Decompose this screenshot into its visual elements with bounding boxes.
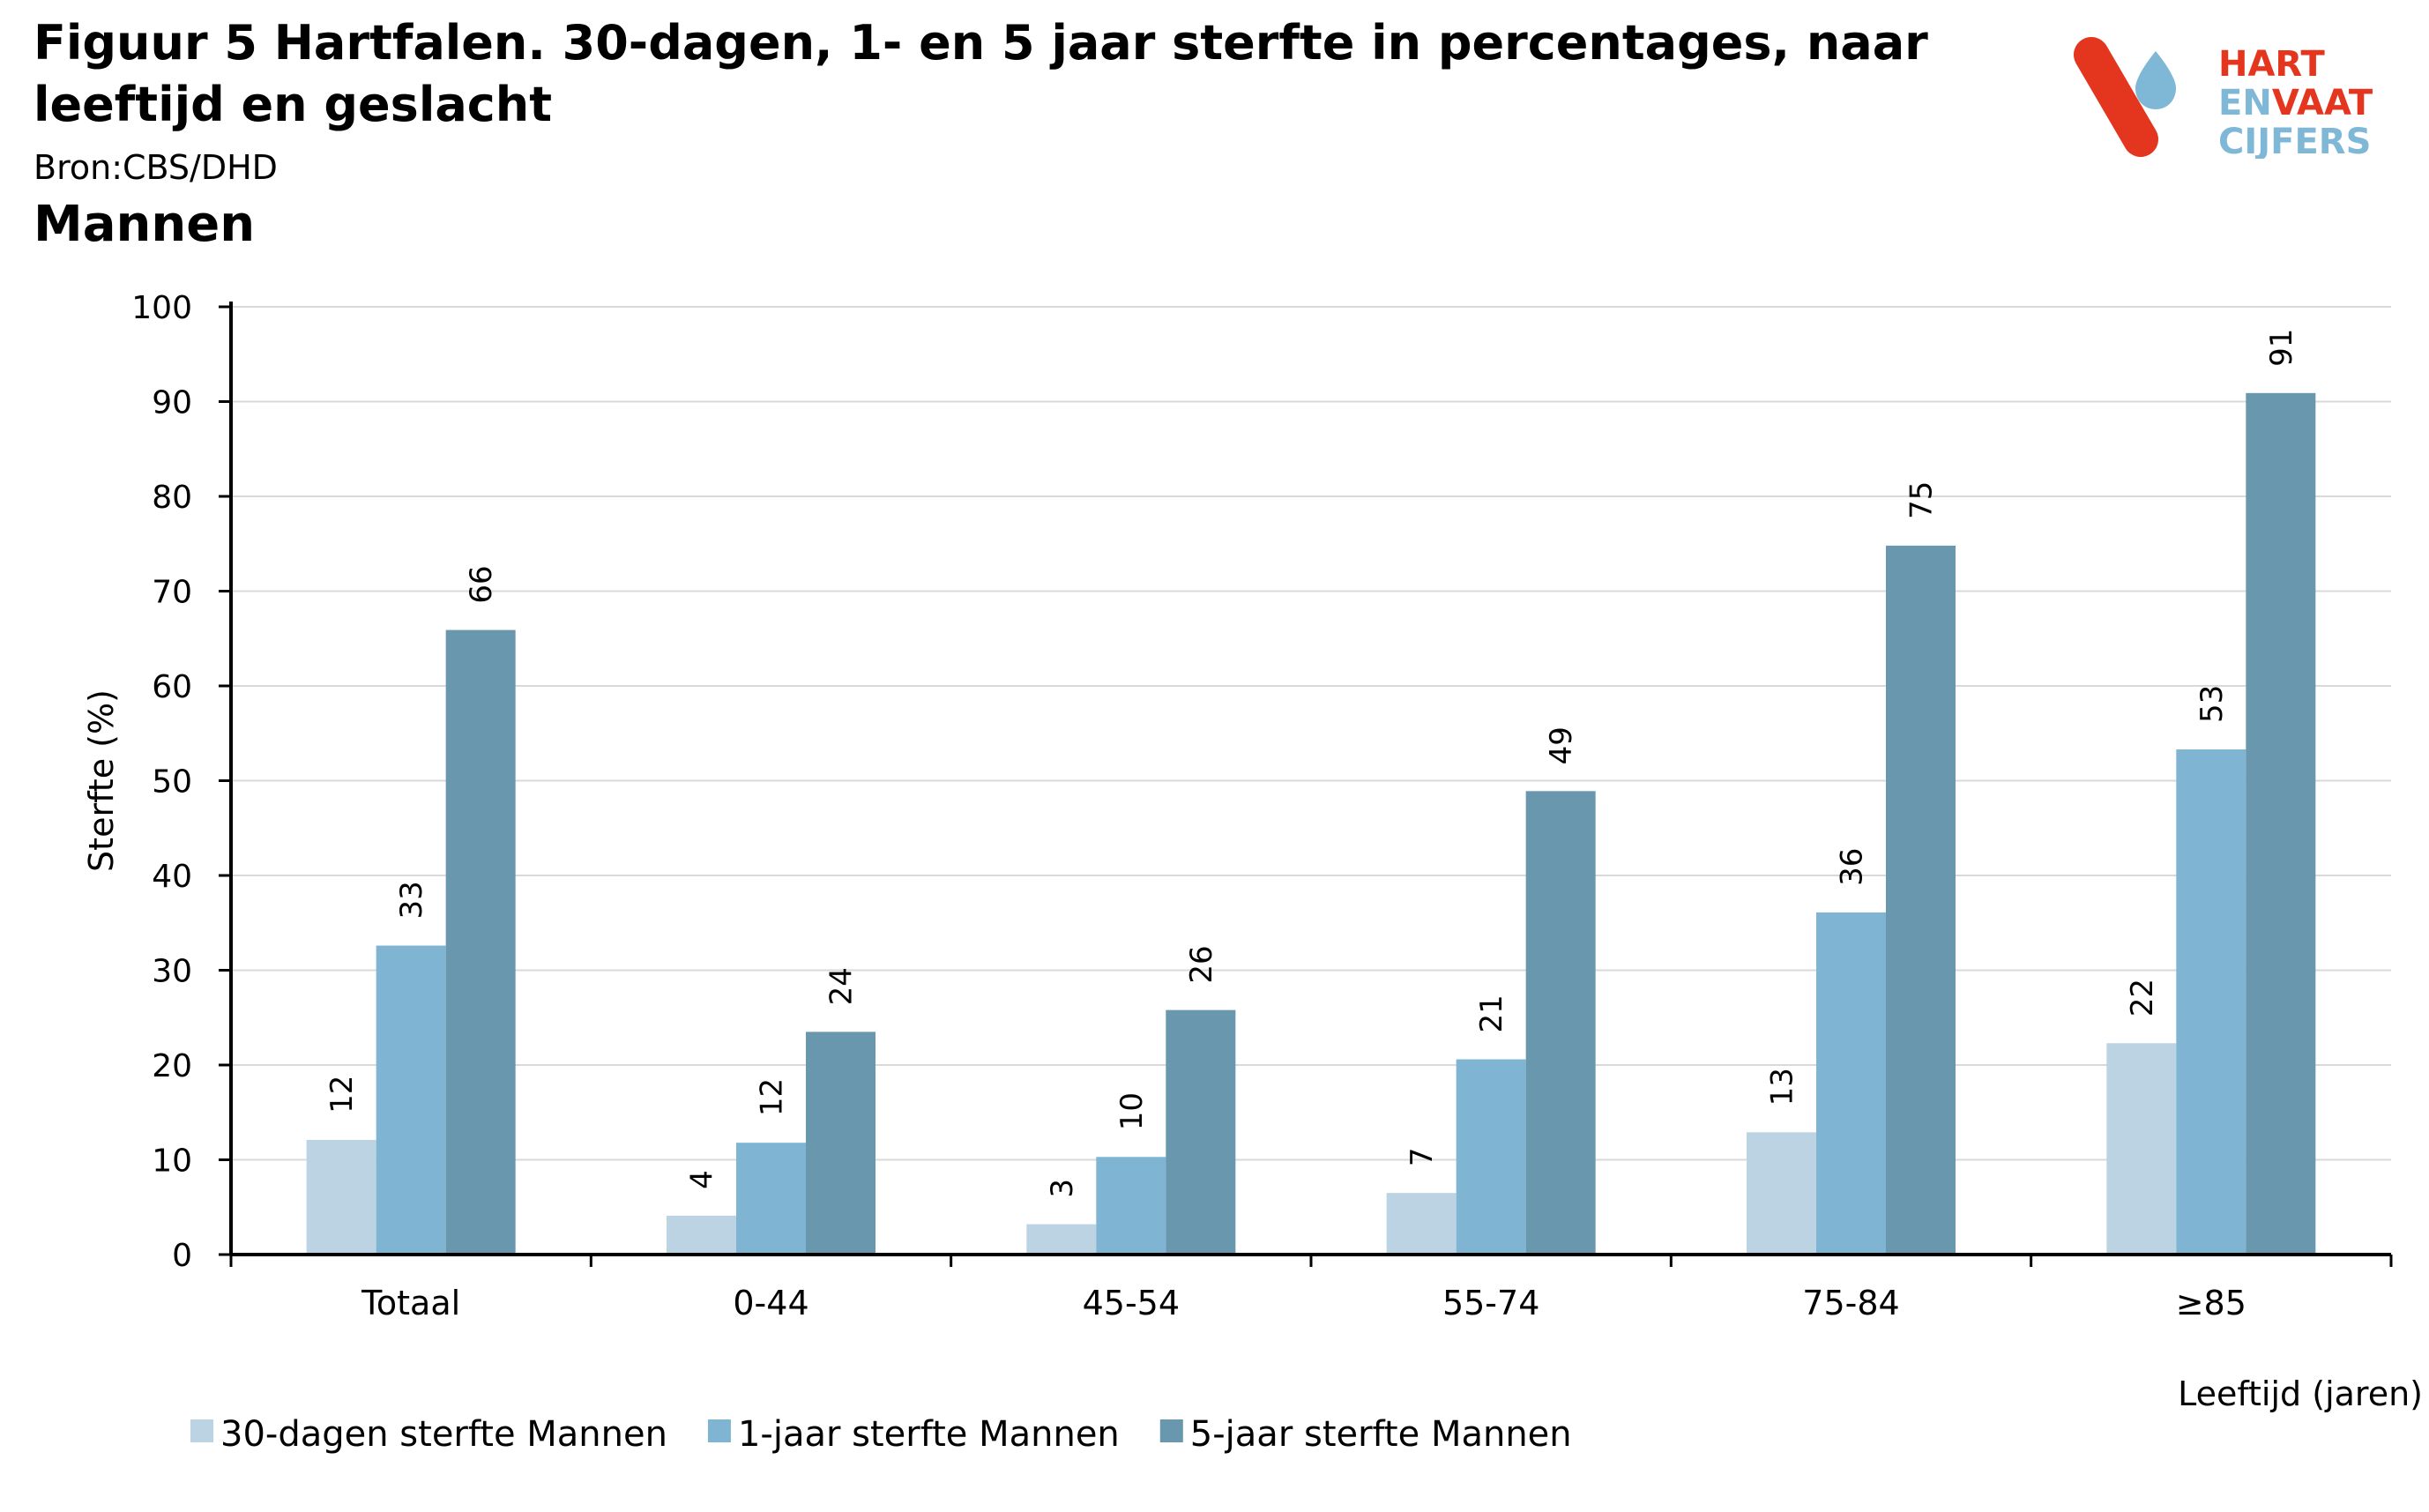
gridlines (231, 306, 2391, 1161)
y-tick-label: 60 (152, 669, 192, 705)
logo-mark-icon (2074, 37, 2176, 157)
y-tick-label: 90 (152, 385, 192, 421)
logo-blue-drop (2135, 51, 2176, 109)
logo-text-hart: HART (2218, 44, 2325, 85)
data-label: 10 (1114, 1092, 1150, 1130)
y-tick-label: 80 (152, 480, 192, 516)
legend-label: 30-dagen sterfte Mannen (220, 1414, 667, 1455)
y-tick-label: 0 (172, 1238, 192, 1274)
bar-1-≥85 (2106, 1043, 2177, 1255)
bar-2-55-74 (1456, 1059, 1526, 1255)
legend: 30-dagen sterfte Mannen 1-jaar sterfte Ma… (190, 1414, 1572, 1455)
data-label: 7 (1404, 1147, 1440, 1166)
bar-2-≥85 (2176, 749, 2246, 1255)
axes: 0 10 20 30 40 50 60 70 80 90 100 Totaal 0-44 45-54 55-… (82, 290, 2423, 1413)
chart-title: Figuur 5 Hartfalen. 30-dagen, 1- en 5 ja… (34, 15, 1928, 132)
legend-label: 1-jaar sterfte Mannen (738, 1414, 1120, 1455)
data-label: 91 (2264, 329, 2299, 367)
logo-text-cijfers: CIJFERS (2218, 122, 2371, 159)
bar-1-0-44 (667, 1215, 736, 1255)
logo-text-vaat: VAAT (2272, 83, 2373, 123)
logo-text-en: EN (2218, 83, 2272, 123)
y-axis-title: Sterfte (%) (82, 689, 121, 872)
data-label: 4 (685, 1170, 720, 1189)
x-tick-label: 45-54 (1083, 1284, 1180, 1322)
bar-2-45-54 (1096, 1157, 1166, 1255)
data-label: 36 (1835, 848, 1870, 886)
bar-2-75-84 (1816, 912, 1886, 1255)
bar-2-0-44 (736, 1143, 806, 1255)
x-tick-label: 0-44 (733, 1284, 808, 1322)
bar-1-55-74 (1386, 1193, 1457, 1255)
data-label: 24 (824, 967, 860, 1005)
data-label: 22 (2125, 979, 2160, 1017)
logo-red-stroke (2074, 37, 2158, 157)
y-tick-label: 10 (152, 1143, 192, 1180)
data-label: 21 (1474, 994, 1509, 1032)
bar-3-0-44 (806, 1032, 875, 1255)
y-tick-label: 20 (152, 1048, 192, 1084)
x-tick-label: ≥85 (2176, 1284, 2246, 1322)
data-label: 12 (324, 1076, 360, 1114)
bar-1-75-84 (1747, 1132, 1816, 1255)
bar-3-45-54 (1166, 1009, 1236, 1255)
bar-3-≥85 (2246, 392, 2316, 1255)
bar-2-Totaal (376, 945, 446, 1255)
y-tick-label: 70 (152, 575, 192, 611)
legend-swatch (707, 1419, 731, 1442)
x-axis-title: Leeftijd (jaren) (2178, 1374, 2423, 1413)
bars (306, 392, 2316, 1255)
x-tick-label: Totaal (361, 1284, 460, 1322)
data-label: 33 (394, 881, 429, 919)
bar-3-75-84 (1886, 545, 1956, 1255)
bar-1-Totaal (306, 1139, 376, 1255)
hart-en-vaat-cijfers-logo: HART ENVAAT CIJFERS (2074, 37, 2373, 159)
data-label: 53 (2194, 685, 2230, 723)
data-label: 66 (464, 565, 499, 603)
legend-label: 5-jaar sterfte Mannen (1190, 1414, 1572, 1455)
y-tick-label: 100 (131, 290, 192, 326)
legend-swatch (190, 1419, 213, 1442)
data-label: 12 (755, 1078, 790, 1116)
legend-swatch (1159, 1419, 1183, 1442)
y-tick-label: 30 (152, 954, 192, 990)
data-label: 13 (1765, 1068, 1800, 1106)
y-tick-label: 50 (152, 764, 192, 801)
bar-3-Totaal (445, 629, 516, 1255)
chart-subtitle: Mannen (34, 196, 256, 253)
bar-1-45-54 (1026, 1224, 1097, 1255)
data-label: 3 (1045, 1179, 1080, 1198)
logo-text-envaat: ENVAAT (2218, 83, 2373, 123)
bar-3-55-74 (1525, 791, 1596, 1255)
data-labels: 12 4 3 7 13 22 33 12 10 21 36 53 66 24 26 49 75 91 (324, 329, 2299, 1198)
data-label: 75 (1904, 481, 1940, 519)
chart-source: Bron:CBS/DHD (34, 148, 278, 187)
x-tick-label: 55-74 (1442, 1284, 1539, 1322)
x-tick-label: 75-84 (1802, 1284, 1899, 1322)
data-label: 26 (1184, 945, 1219, 983)
data-label: 49 (1544, 726, 1579, 764)
y-tick-label: 40 (152, 859, 192, 895)
